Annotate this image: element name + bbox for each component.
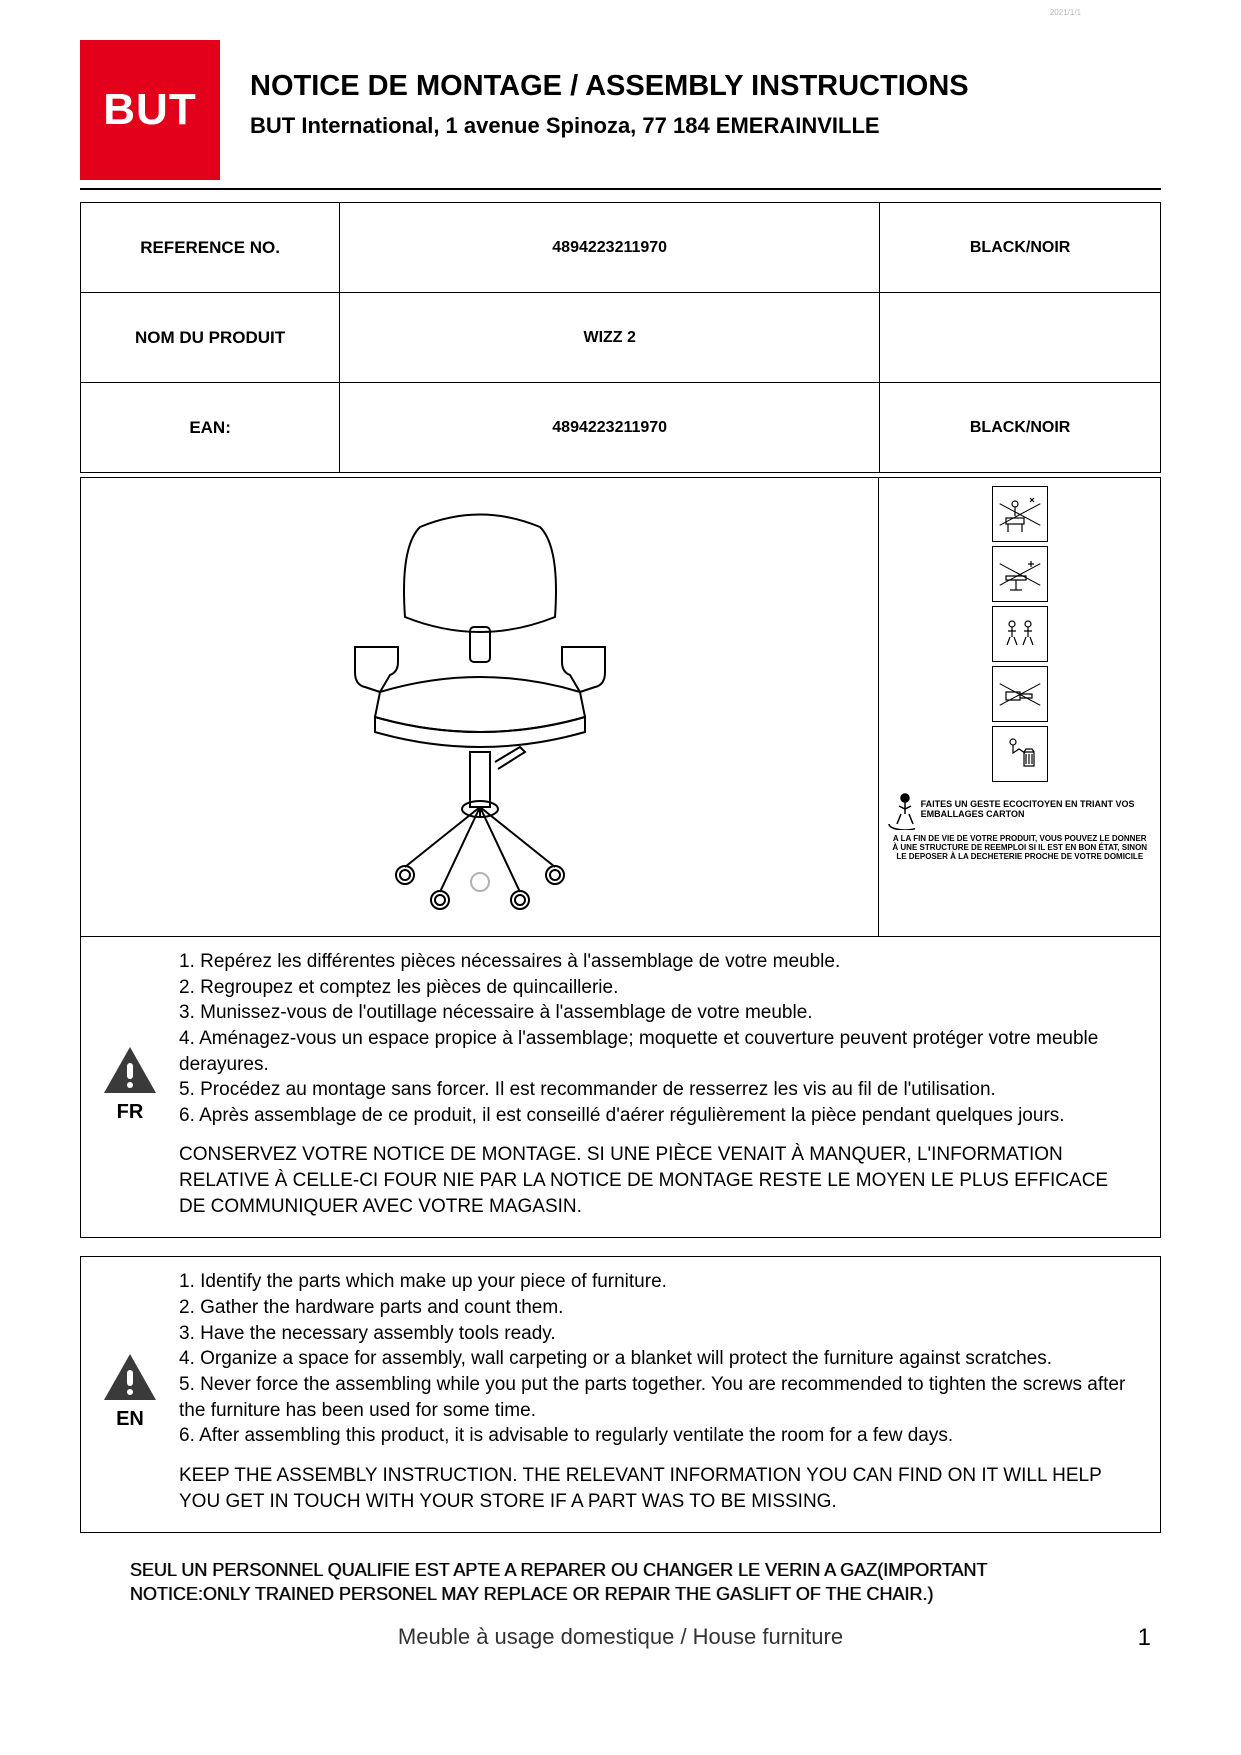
no-power-tool-icon	[992, 666, 1048, 722]
page-title: NOTICE DE MONTAGE / ASSEMBLY INSTRUCTION…	[250, 70, 969, 103]
instr-lines: 1. Identify the parts which make up your…	[179, 1269, 1146, 1448]
info-value: 4894223211970	[340, 203, 880, 293]
info-right: BLACK/NOIR	[880, 203, 1161, 293]
illustration-row: FAITES UN GESTE ECOCITOYEN EN TRIANT VOS…	[80, 477, 1161, 937]
lang-col-fr: FR	[95, 949, 165, 1219]
lang-label: FR	[117, 1101, 144, 1124]
instr-text-en: 1. Identify the parts which make up your…	[179, 1269, 1146, 1514]
chair-icon	[310, 497, 650, 917]
instr-text-fr: 1. Repérez les différentes pièces nécess…	[179, 949, 1146, 1219]
no-stand-on-chair-icon	[992, 486, 1048, 542]
divider	[80, 188, 1161, 190]
page-subtitle: BUT International, 1 avenue Spinoza, 77 …	[250, 113, 969, 139]
instructions-fr: FR 1. Repérez les différentes pièces néc…	[80, 937, 1161, 1238]
recycle-bin-icon	[992, 726, 1048, 782]
header: BUT NOTICE DE MONTAGE / ASSEMBLY INSTRUC…	[80, 40, 1161, 180]
lang-label: EN	[116, 1408, 144, 1431]
table-row: EAN: 4894223211970 BLACK/NOIR	[81, 383, 1161, 473]
instr-lines: 1. Repérez les différentes pièces nécess…	[179, 949, 1146, 1128]
eco-row: FAITES UN GESTE ECOCITOYEN EN TRIANT VOS…	[885, 790, 1154, 830]
instructions-en: EN 1. Identify the parts which make up y…	[80, 1256, 1161, 1533]
warning-icon	[102, 1352, 158, 1402]
table-row: NOM DU PRODUIT WIZZ 2	[81, 293, 1161, 383]
info-right: BLACK/NOIR	[880, 383, 1161, 473]
no-sit-edge-icon	[992, 546, 1048, 602]
header-text-block: NOTICE DE MONTAGE / ASSEMBLY INSTRUCTION…	[250, 40, 969, 139]
info-label: EAN:	[81, 383, 340, 473]
info-label: REFERENCE NO.	[81, 203, 340, 293]
safety-icons-panel: FAITES UN GESTE ECOCITOYEN EN TRIANT VOS…	[879, 478, 1160, 936]
two-person-icon	[992, 606, 1048, 662]
product-illustration	[81, 478, 879, 936]
instr-note: CONSERVEZ VOTRE NOTICE DE MONTAGE. SI UN…	[179, 1142, 1146, 1219]
tiny-top-text: 2021/1/1	[1050, 8, 1081, 17]
lang-col-en: EN	[95, 1269, 165, 1514]
eco-fine-print: A LA FIN DE VIE DE VOTRE PRODUIT, VOUS P…	[885, 834, 1154, 862]
footer-notice: SEUL UN PERSONNEL QUALIFIE EST APTE A RE…	[80, 1559, 1161, 1606]
info-table: REFERENCE NO. 4894223211970 BLACK/NOIR N…	[80, 202, 1161, 473]
eco-person-icon	[885, 790, 914, 830]
info-right	[880, 293, 1161, 383]
info-label: NOM DU PRODUIT	[81, 293, 340, 383]
table-row: REFERENCE NO. 4894223211970 BLACK/NOIR	[81, 203, 1161, 293]
info-value: WIZZ 2	[340, 293, 880, 383]
eco-title: FAITES UN GESTE ECOCITOYEN EN TRIANT VOS…	[921, 800, 1154, 820]
brand-logo: BUT	[80, 40, 220, 180]
page-number: 1	[80, 1624, 1161, 1652]
warning-icon	[102, 1045, 158, 1095]
info-value: 4894223211970	[340, 383, 880, 473]
instr-note: KEEP THE ASSEMBLY INSTRUCTION. THE RELEV…	[179, 1463, 1146, 1514]
